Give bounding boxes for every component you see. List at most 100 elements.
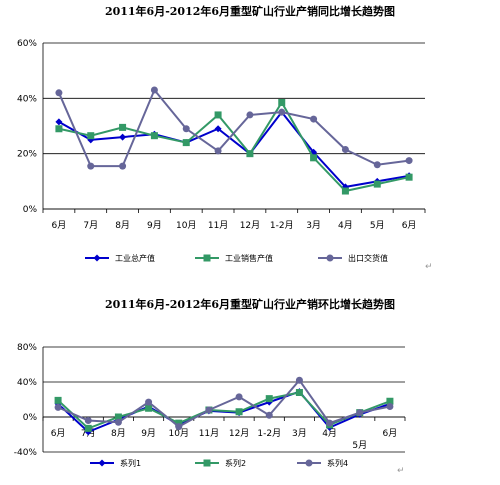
chart-2-data-point bbox=[84, 417, 92, 424]
chart-1-data-point bbox=[278, 108, 286, 116]
chart-2-data-point bbox=[145, 404, 153, 412]
chart-2-data-point bbox=[175, 423, 183, 431]
chart-1-x-tick-label: 7月 bbox=[83, 220, 98, 231]
chart-1-data-point bbox=[87, 132, 95, 140]
chart-1-data-point bbox=[246, 150, 254, 158]
chart-2-series-line bbox=[57, 391, 391, 430]
chart-2-data-point bbox=[265, 411, 273, 419]
chart-2-legend-label: 系列2 bbox=[225, 458, 246, 468]
chart-2-legend-marker bbox=[98, 459, 106, 467]
chart-1-x-tick-label: 3月 bbox=[306, 220, 321, 231]
chart-2-data-point bbox=[235, 408, 243, 416]
chart-2-data-point bbox=[356, 409, 364, 417]
chart-1-data-point bbox=[150, 132, 158, 140]
chart-2-data-point bbox=[114, 418, 122, 426]
chart-1-data-point bbox=[182, 125, 190, 133]
chart-1-data-point bbox=[119, 162, 127, 170]
chart-2-data-point bbox=[235, 393, 243, 401]
chart-2-legend-label: 系列4 bbox=[327, 458, 348, 468]
chart-1-series-line bbox=[57, 88, 410, 168]
paragraph-mark-2: ↵ bbox=[397, 466, 405, 476]
chart-1-series-line bbox=[58, 110, 410, 188]
chart-1-plot: 0% 20% 40% 60% 6月 7月 8月 9月 10月 11月 12月 1-2月 3月 4月 5月 6月… bbox=[17, 39, 426, 263]
chart-2-x-tick-label: 11月 bbox=[199, 428, 219, 439]
chart-2-title: 2011年6月-2012年6月重型矿山行业产销环比增长趋势图 bbox=[104, 298, 396, 311]
chart-2-x-tick-label: 9月 bbox=[141, 428, 156, 439]
chart-1-legend-label: 工业总产值 bbox=[115, 253, 155, 263]
chart-1-y-tick-label: 20% bbox=[17, 150, 37, 160]
chart-2-x-tick-label: 5月 bbox=[352, 440, 367, 451]
chart-2-y-tick-label: 0% bbox=[23, 413, 38, 423]
chart-1-data-point bbox=[119, 133, 127, 141]
chart-2-y-tick-label: 40% bbox=[17, 378, 37, 388]
chart-1-x-tick-label: 4月 bbox=[338, 220, 353, 231]
chart-1-data-point bbox=[310, 115, 318, 123]
chart-1-data-point bbox=[246, 111, 254, 119]
chart-2-y-tick-label: -40% bbox=[14, 448, 38, 458]
chart-1-x-tick-label: 12月 bbox=[240, 220, 260, 231]
chart-1-data-point bbox=[341, 187, 349, 195]
chart-2-data-point bbox=[54, 403, 62, 411]
chart-1-data-point bbox=[278, 98, 286, 106]
chart-1-data-point bbox=[214, 125, 222, 133]
chart-1-legend-label: 工业销售产值 bbox=[225, 253, 273, 263]
chart-2-x-tick-label: 10月 bbox=[169, 428, 189, 439]
chart-2-data-point bbox=[205, 406, 213, 414]
chart-1-data-point bbox=[341, 146, 349, 154]
chart-1-data-point bbox=[55, 125, 63, 133]
chart-1-legend-marker bbox=[93, 254, 101, 262]
chart-2-data-point bbox=[295, 376, 303, 384]
chart-1-x-tick-label: 10月 bbox=[176, 220, 196, 231]
chart-1-legend-marker bbox=[203, 254, 211, 262]
chart-1-data-point bbox=[405, 173, 413, 181]
chart-1-x-tick-label: 5月 bbox=[370, 220, 385, 231]
chart-2-series-line bbox=[57, 378, 391, 428]
chart-2-x-tick-label: 4月 bbox=[322, 428, 337, 439]
chart-2-data-point bbox=[54, 396, 62, 404]
chart-1-x-tick-label: 8月 bbox=[115, 220, 130, 231]
chart-1-data-point bbox=[405, 157, 413, 165]
chart-2-x-tick-label: 3月 bbox=[292, 428, 307, 439]
chart-1-y-tick-label: 40% bbox=[17, 94, 37, 104]
chart-1-data-point bbox=[55, 89, 63, 97]
chart-2-data-point bbox=[386, 403, 394, 410]
chart-2-data-point bbox=[295, 389, 303, 396]
chart-1-y-tick-label: 0% bbox=[23, 205, 38, 215]
chart-2-data-point bbox=[265, 395, 273, 403]
chart-1-x-tick-label: 9月 bbox=[147, 220, 162, 231]
chart-1-x-tick-label: 1-2月 bbox=[270, 220, 294, 231]
chart-1-data-point bbox=[373, 161, 381, 169]
chart-1-data-point bbox=[373, 180, 381, 188]
chart-2-data-point bbox=[326, 419, 334, 427]
chart-2-x-tick-label: 6月 bbox=[383, 428, 398, 439]
chart-1-data-point bbox=[182, 139, 190, 147]
chart-1-x-tick-label: 6月 bbox=[52, 220, 67, 231]
chart-1-legend-label: 出口交货值 bbox=[348, 253, 388, 263]
chart-2-x-tick-label: 1-2月 bbox=[257, 428, 281, 439]
chart-1-y-tick-label: 60% bbox=[17, 39, 37, 49]
chart-2-legend-marker bbox=[203, 459, 211, 467]
chart-2-x-tick-label: 8月 bbox=[111, 428, 126, 439]
chart-2-data-point bbox=[386, 397, 394, 405]
chart-2-x-tick-label: 6月 bbox=[51, 428, 66, 439]
chart-1-data-point bbox=[55, 118, 63, 126]
chart-1-x-tick-label: 11月 bbox=[208, 220, 228, 231]
chart-1-data-point bbox=[214, 147, 222, 155]
chart-2-y-tick-label: 80% bbox=[17, 343, 37, 353]
chart-1-x-tick-label: 6月 bbox=[402, 220, 417, 231]
chart-2-data-point bbox=[145, 398, 153, 406]
chart-1-data-point bbox=[119, 123, 127, 131]
chart-1-data-point bbox=[87, 162, 95, 170]
chart-2-legend-marker bbox=[305, 459, 313, 467]
chart-1-data-point bbox=[214, 111, 222, 119]
chart-2-data-point bbox=[84, 424, 92, 432]
chart-1-data-point bbox=[310, 154, 318, 162]
chart-1-data-point bbox=[150, 86, 158, 94]
chart-2-data-point bbox=[114, 413, 122, 421]
chart-1-title: 2011年6月-2012年6月重型矿山行业产销同比增长趋势图 bbox=[104, 5, 396, 18]
chart-2-x-tick-label: 12月 bbox=[229, 428, 249, 439]
chart-1-legend-marker bbox=[326, 254, 334, 262]
chart-2-legend-label: 系列1 bbox=[120, 458, 141, 468]
paragraph-mark-1: ↵ bbox=[425, 262, 433, 272]
